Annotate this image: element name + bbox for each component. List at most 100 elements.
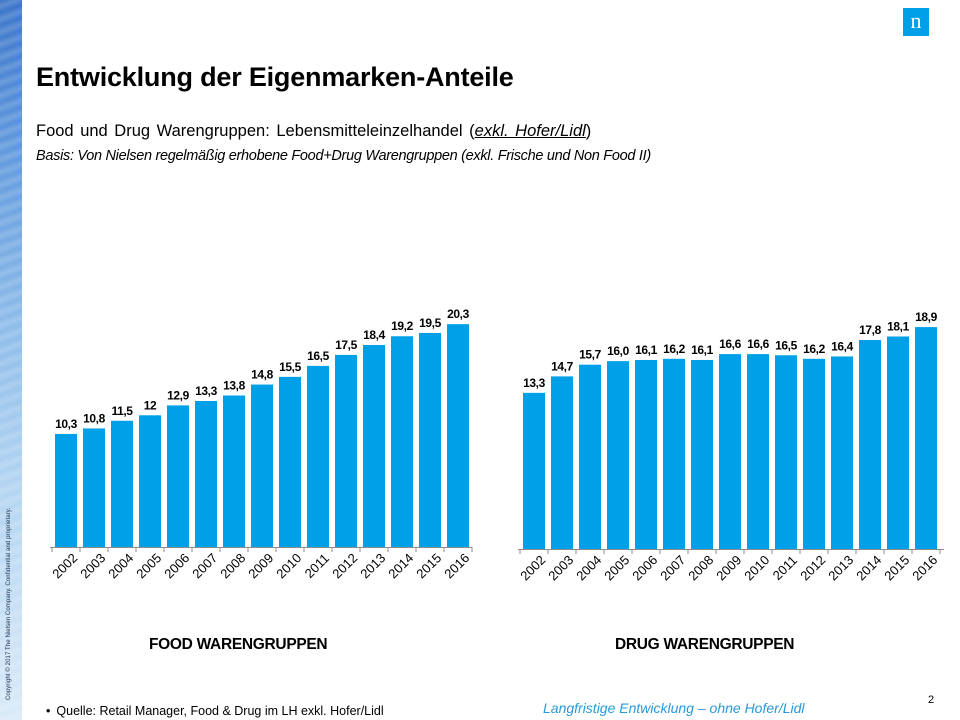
page-number: 2 bbox=[928, 694, 935, 706]
food-data-label-2012: 17,5 bbox=[335, 338, 357, 352]
food-data-label-2011: 16,5 bbox=[307, 349, 329, 363]
drug-x-tick-label-2008: 2008 bbox=[685, 552, 716, 583]
drug-data-label-2003: 14,7 bbox=[551, 359, 573, 373]
drug-x-tick-label-2006: 2006 bbox=[629, 552, 660, 583]
drug-data-label-2012: 16,2 bbox=[803, 342, 825, 356]
drug-x-tick-label-2011: 2011 bbox=[770, 553, 800, 583]
food-bar-2008 bbox=[223, 395, 245, 547]
food-x-tick-label-2009: 2009 bbox=[245, 550, 276, 581]
food-data-label-2013: 18,4 bbox=[363, 328, 385, 342]
drug-x-tick-label-2009: 2009 bbox=[713, 552, 744, 583]
drug-x-tick-label-2003: 2003 bbox=[545, 552, 576, 583]
drug-x-tick-label-2010: 2010 bbox=[741, 552, 772, 583]
food-bar-2013 bbox=[363, 345, 385, 547]
drug-data-label-2011: 16,5 bbox=[775, 338, 797, 352]
food-x-tick-label-2011: 2011 bbox=[302, 551, 332, 581]
drug-data-label-2013: 16,4 bbox=[831, 339, 853, 353]
food-x-tick-label-2005: 2005 bbox=[133, 550, 164, 581]
food-x-tick-label-2014: 2014 bbox=[385, 550, 416, 581]
food-data-label-2006: 12,9 bbox=[167, 388, 189, 402]
food-data-label-2015: 19,5 bbox=[419, 316, 441, 330]
drug-bar-2002 bbox=[523, 392, 545, 549]
food-bar-chart: 10,3 2002 10,8 2003 11,5 2004 12 2005 12,9 2006 13… bbox=[49, 307, 473, 581]
subtitle-suffix: ) bbox=[585, 122, 592, 140]
drug-data-label-2015: 18,1 bbox=[887, 319, 909, 333]
food-bar-2009 bbox=[251, 384, 273, 547]
food-x-tick-label-2010: 2010 bbox=[273, 550, 304, 581]
food-data-label-2003: 10,8 bbox=[83, 411, 105, 425]
drug-x-tick-label-2013: 2013 bbox=[825, 552, 856, 583]
drug-bar-2004 bbox=[579, 364, 601, 549]
food-data-label-2004: 11,5 bbox=[111, 404, 133, 418]
food-x-tick-label-2012: 2012 bbox=[329, 550, 360, 581]
food-data-label-2008: 13,8 bbox=[223, 379, 245, 393]
drug-bar-2015 bbox=[887, 336, 909, 549]
drug-bar-chart: 13,3 2002 14,7 2003 15,7 2004 16,0 2005 16,1 2006… bbox=[517, 310, 944, 583]
drug-x-tick-label-2012: 2012 bbox=[797, 552, 828, 583]
drug-bar-2011 bbox=[775, 355, 797, 549]
drug-bar-2005 bbox=[607, 361, 629, 549]
food-bar-2010 bbox=[279, 376, 301, 547]
drug-bar-2007 bbox=[663, 358, 685, 549]
bullet-marker: • bbox=[46, 704, 51, 718]
food-bar-2006 bbox=[167, 405, 189, 547]
food-bar-2016 bbox=[447, 324, 469, 547]
drug-x-tick-label-2005: 2005 bbox=[601, 552, 632, 583]
tagline: Langfristige Entwicklung – ohne Hofer/Li… bbox=[543, 700, 805, 716]
food-chart-label: FOOD WARENGRUPPEN bbox=[149, 636, 328, 653]
food-x-tick-label-2007: 2007 bbox=[189, 550, 220, 581]
food-bar-2011 bbox=[307, 365, 329, 547]
drug-x-tick-label-2004: 2004 bbox=[573, 552, 604, 583]
nielsen-logo: n bbox=[903, 8, 929, 36]
drug-data-label-2010: 16,6 bbox=[747, 337, 769, 351]
drug-bar-2016 bbox=[915, 327, 937, 549]
food-bar-2002 bbox=[55, 433, 77, 547]
food-bar-2004 bbox=[111, 420, 133, 547]
food-bar-2014 bbox=[391, 336, 413, 547]
drug-bar-2008 bbox=[691, 359, 713, 549]
drug-x-tick-label-2002: 2002 bbox=[517, 552, 548, 583]
page-subtitle: Food und Drug Warengruppen: Lebensmittel… bbox=[36, 122, 591, 141]
food-x-tick-label-2002: 2002 bbox=[49, 550, 80, 581]
drug-data-label-2014: 17,8 bbox=[859, 323, 881, 337]
food-bar-2005 bbox=[139, 415, 161, 547]
page-title: Entwicklung der Eigenmarken-Anteile bbox=[36, 62, 514, 92]
food-x-tick-label-2016: 2016 bbox=[441, 550, 472, 581]
decorative-side-strip bbox=[0, 0, 22, 720]
food-data-label-2007: 13,3 bbox=[195, 384, 217, 398]
food-x-tick-label-2013: 2013 bbox=[357, 550, 388, 581]
food-bar-2015 bbox=[419, 332, 441, 547]
drug-bar-2014 bbox=[859, 340, 881, 549]
food-data-label-2010: 15,5 bbox=[279, 360, 301, 374]
food-x-tick-label-2004: 2004 bbox=[105, 550, 136, 581]
drug-data-label-2006: 16,1 bbox=[635, 343, 657, 357]
drug-chart-label: DRUG WARENGRUPPEN bbox=[615, 636, 795, 653]
subtitle-prefix: Food und Drug Warengruppen: Lebensmittel… bbox=[36, 122, 475, 140]
drug-data-label-2007: 16,2 bbox=[663, 342, 685, 356]
drug-bar-2009 bbox=[719, 354, 741, 549]
source-text: Quelle: Retail Manager, Food & Drug im L… bbox=[56, 704, 384, 718]
food-data-label-2002: 10,3 bbox=[55, 417, 77, 431]
drug-bar-2006 bbox=[635, 359, 657, 549]
food-x-tick-label-2003: 2003 bbox=[77, 550, 108, 581]
drug-data-label-2016: 18,9 bbox=[915, 310, 937, 324]
drug-data-label-2005: 16,0 bbox=[607, 344, 629, 358]
food-data-label-2016: 20,3 bbox=[447, 307, 469, 321]
drug-bar-2010 bbox=[747, 354, 769, 549]
drug-data-label-2009: 16,6 bbox=[719, 337, 741, 351]
drug-data-label-2004: 15,7 bbox=[579, 348, 601, 362]
drug-bar-2012 bbox=[803, 358, 825, 549]
source-note: • Quelle: Retail Manager, Food & Drug im … bbox=[46, 704, 384, 718]
food-bar-2012 bbox=[335, 354, 357, 547]
drug-x-tick-label-2007: 2007 bbox=[657, 552, 688, 583]
drug-x-tick-label-2015: 2015 bbox=[881, 552, 912, 583]
food-x-tick-label-2015: 2015 bbox=[413, 550, 444, 581]
food-x-tick-label-2008: 2008 bbox=[217, 550, 248, 581]
drug-data-label-2008: 16,1 bbox=[691, 343, 713, 357]
basis-note: Basis: Von Nielsen regelmäßig erhobene F… bbox=[36, 148, 651, 164]
drug-bar-2013 bbox=[831, 356, 853, 549]
food-x-tick-label-2006: 2006 bbox=[161, 550, 192, 581]
drug-x-tick-label-2016: 2016 bbox=[909, 552, 940, 583]
food-bar-2007 bbox=[195, 401, 217, 547]
